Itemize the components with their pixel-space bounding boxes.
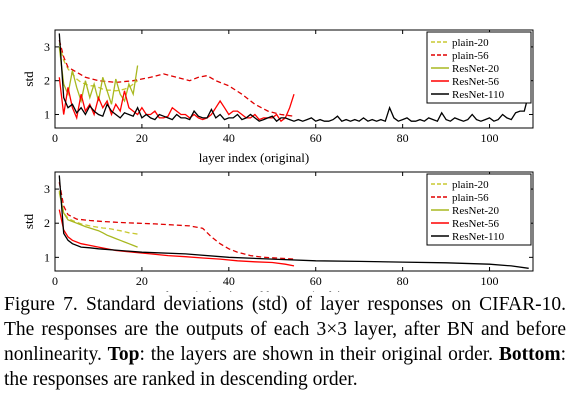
x-tick-label: 60 xyxy=(310,131,322,145)
legend: plain-20plain-56ResNet-20ResNet-56ResNet… xyxy=(426,31,532,104)
series-line-resnet-110 xyxy=(58,175,529,269)
legend-entry: ResNet-20 xyxy=(452,205,500,217)
legend-entry: ResNet-110 xyxy=(452,231,505,243)
x-tick-label: 40 xyxy=(223,274,235,288)
y-axis-label: std xyxy=(21,213,36,229)
x-tick-label: 20 xyxy=(136,274,148,288)
legend-entry: ResNet-20 xyxy=(452,63,500,75)
caption-text-2: : the layers are shown in their original… xyxy=(139,344,494,365)
caption-top-label: Top xyxy=(107,344,140,365)
plot-frame xyxy=(54,171,534,272)
series-line-plain-56 xyxy=(58,182,295,260)
series-line-resnet-56 xyxy=(58,77,295,123)
series-line-plain-56 xyxy=(58,39,295,117)
x-tick-label: 0 xyxy=(52,274,58,288)
y-tick-label: 3 xyxy=(44,182,50,196)
plot-frame xyxy=(54,29,534,129)
y-tick-label: 1 xyxy=(44,107,50,121)
series-line-resnet-20 xyxy=(58,46,139,105)
legend-entry: ResNet-56 xyxy=(452,76,500,88)
caption-figure-label: Figure 7. xyxy=(4,294,78,315)
legend-entry: ResNet-110 xyxy=(452,89,505,101)
legend-entry: plain-20 xyxy=(452,179,489,191)
y-tick-label: 2 xyxy=(44,216,50,230)
chart-panel-2: 0 20 40 60 80 100 1 2 3 layer index (sorted by ma… xyxy=(21,171,534,292)
x-axis-label: layer index (original) xyxy=(199,150,309,165)
legend-entry: ResNet-56 xyxy=(452,218,500,230)
x-tick-label: 60 xyxy=(310,274,322,288)
y-tick-label: 2 xyxy=(44,74,50,88)
series-line-plain-20 xyxy=(58,43,138,92)
chart-panel-1: 0 20 40 60 80 100 1 2 3 layer index (original) std… xyxy=(21,29,534,165)
series-line-plain-20 xyxy=(58,190,138,235)
x-tick-label: 0 xyxy=(52,131,58,145)
series-line-resnet-110 xyxy=(58,33,530,123)
x-axis-label: layer index (sorted by magnitude) xyxy=(166,288,342,292)
x-tick-label: 80 xyxy=(397,131,409,145)
legend-entry: plain-56 xyxy=(452,192,489,204)
series-line-resnet-20 xyxy=(58,192,138,248)
x-tick-label: 80 xyxy=(397,274,409,288)
figure-caption: Figure 7. Standard deviations (std) of l… xyxy=(4,292,566,392)
legend: plain-20plain-56ResNet-20ResNet-56ResNet… xyxy=(426,173,532,246)
legend-entry: plain-20 xyxy=(452,37,489,49)
caption-text-1: Standard deviations (std) of layer respo… xyxy=(4,294,567,365)
caption-bottom-label: Bottom xyxy=(498,344,561,365)
series-line-resnet-56 xyxy=(58,209,295,267)
y-tick-label: 3 xyxy=(44,40,50,54)
y-tick-label: 1 xyxy=(44,250,50,264)
y-axis-label: std xyxy=(21,71,36,87)
caption-text-3: : the responses are ranked in descending… xyxy=(4,344,567,390)
x-tick-label: 40 xyxy=(223,131,235,145)
legend-entry: plain-56 xyxy=(452,50,489,62)
x-tick-label: 20 xyxy=(136,131,148,145)
x-tick-label: 100 xyxy=(481,131,499,145)
x-tick-label: 100 xyxy=(481,274,499,288)
